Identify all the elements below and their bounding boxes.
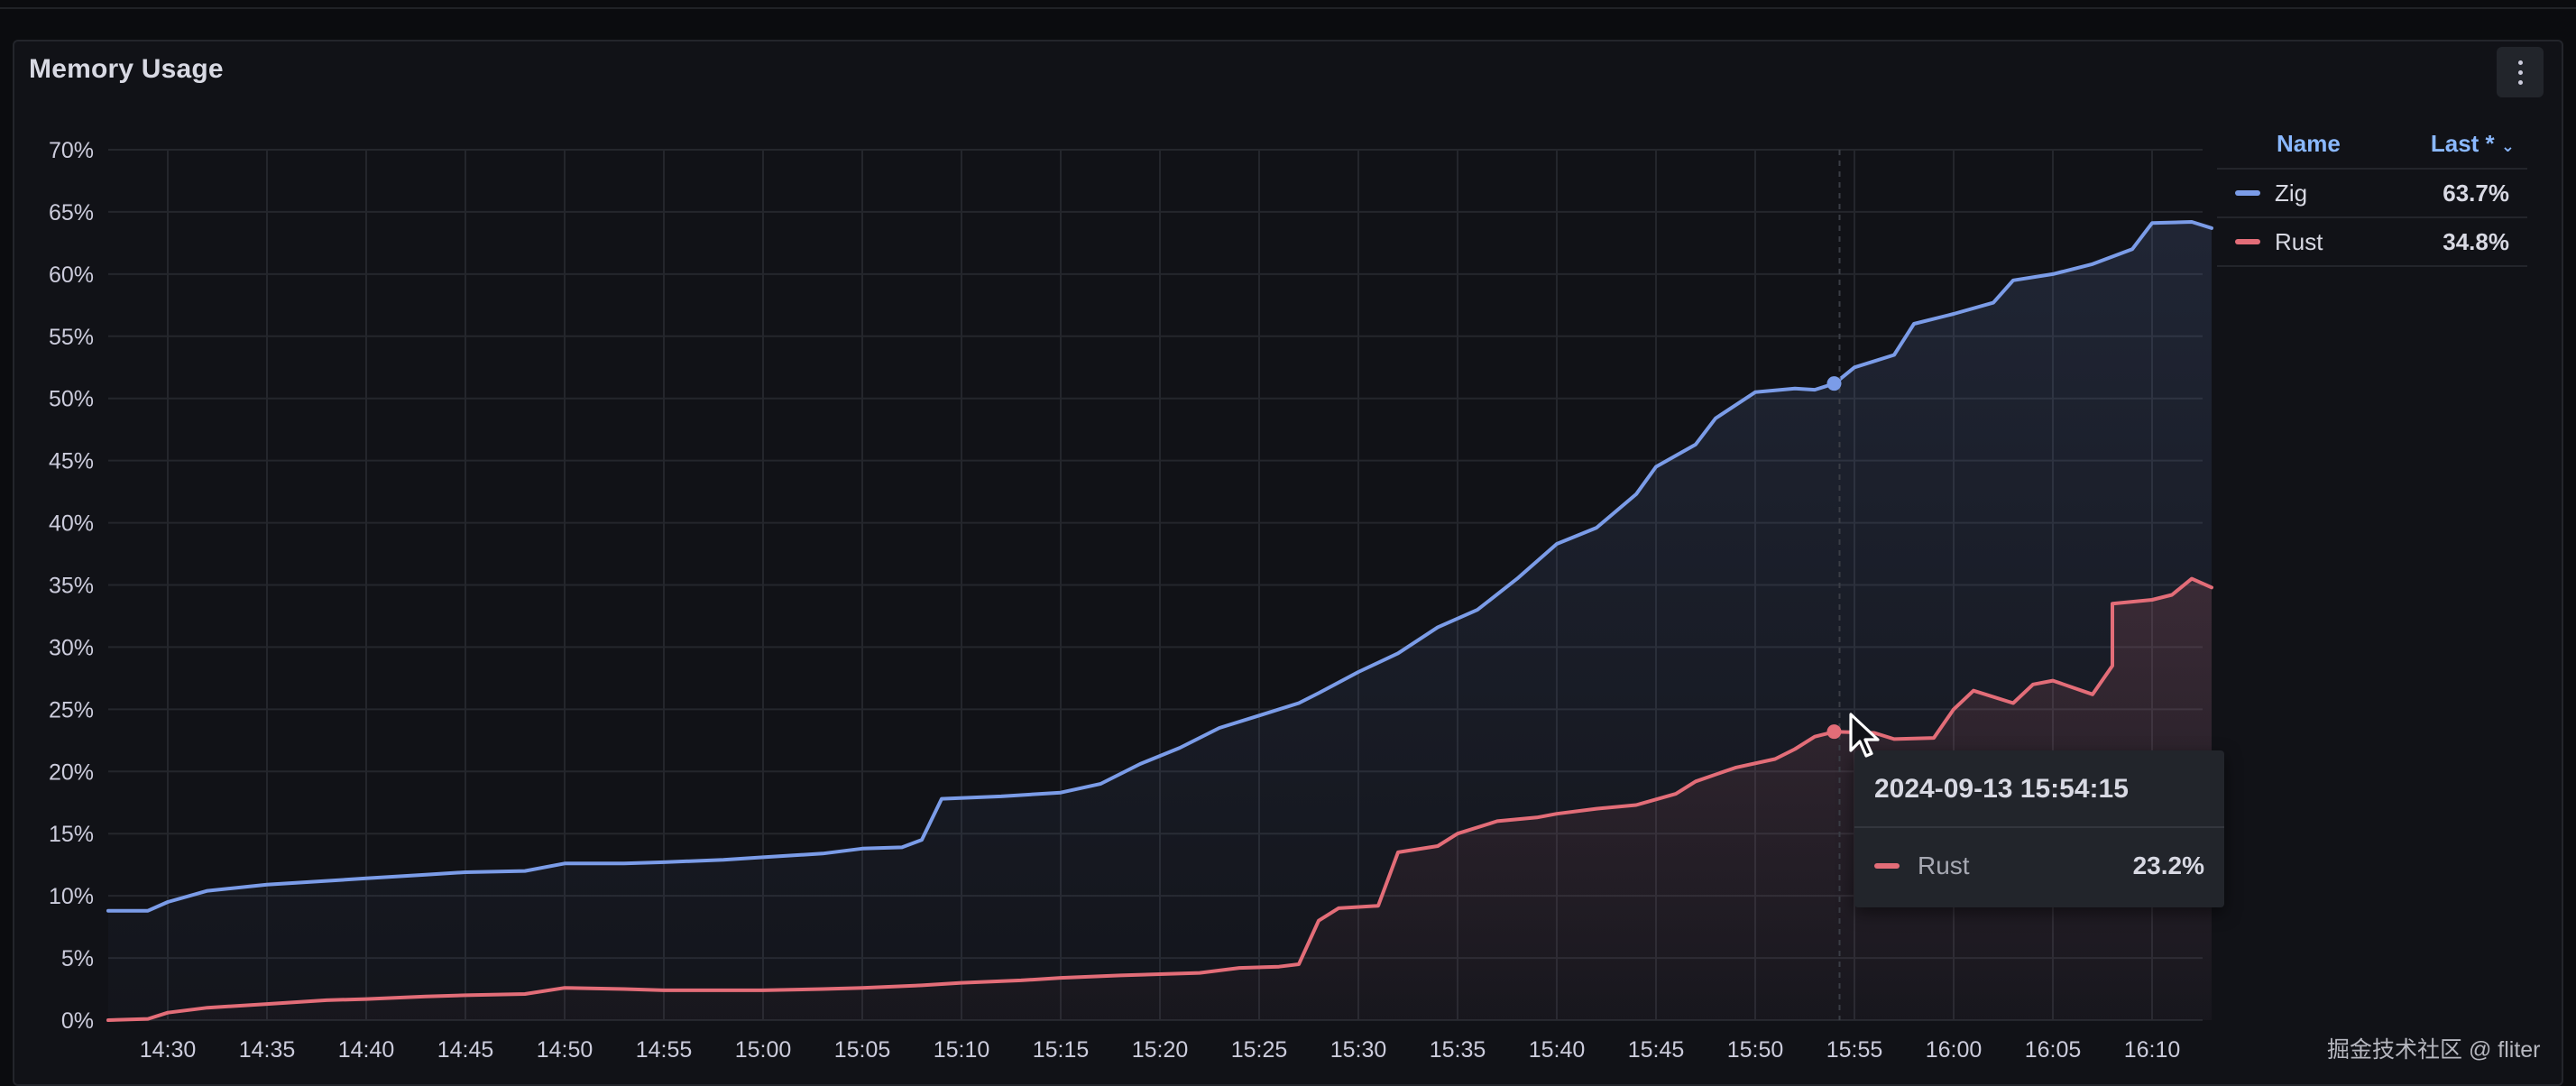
legend-item-name: Zig [2275, 179, 2308, 207]
zig-hover-point [1826, 376, 1842, 391]
y-tick-label: 30% [49, 635, 94, 660]
tooltip-series-name: Rust [1918, 851, 1970, 879]
legend-last-header-label: Last * [2430, 129, 2495, 157]
rust-series-line [106, 576, 2213, 1022]
x-tick-label: 14:30 [140, 1037, 197, 1063]
x-axis: 14:30 14:35 14:40 14:45 14:50 14:55 15:00 15:05… [140, 1037, 2181, 1063]
rust-hover-point [1826, 724, 1842, 740]
y-axis: 0% 5% 10% 15% 20% 25% 30% 35% 40% 45% 50% 55% 60% 65%… [49, 138, 94, 1034]
y-tick-label: 5% [61, 946, 94, 971]
panel-title: Memory Usage [29, 54, 224, 84]
more-vertical-icon [2517, 60, 2523, 85]
x-tick-label: 14:40 [338, 1037, 395, 1063]
zig-series-swatch [2235, 190, 2260, 196]
mouse-cursor-icon [1849, 713, 1880, 758]
x-tick-label: 15:35 [1430, 1037, 1486, 1063]
x-tick-label: 15:20 [1132, 1037, 1189, 1063]
y-tick-label: 25% [49, 697, 94, 722]
legend-item-rust[interactable]: Rust 34.8% [2217, 218, 2527, 267]
legend-name-header[interactable]: Name [2277, 129, 2341, 157]
x-tick-label: 14:55 [636, 1037, 693, 1063]
x-tick-label: 15:50 [1727, 1037, 1784, 1063]
y-tick-label: 65% [49, 200, 94, 225]
legend-item-last: 34.8% [2443, 227, 2509, 255]
x-tick-label: 14:50 [537, 1037, 593, 1063]
x-tick-label: 15:10 [934, 1037, 990, 1063]
x-tick-label: 15:25 [1231, 1037, 1288, 1063]
legend-last-header[interactable]: Last * ⌄ [2431, 130, 2515, 158]
x-tick-label: 16:00 [1926, 1037, 1983, 1063]
x-tick-label: 15:55 [1826, 1037, 1883, 1063]
chevron-down-icon: ⌄ [2500, 136, 2515, 155]
x-tick-label: 14:35 [239, 1037, 296, 1063]
top-bar [0, 0, 2576, 9]
tooltip-series-value: 23.2% [2132, 851, 2204, 879]
chart-series [106, 220, 2213, 1022]
watermark-text: 掘金技术社区 @ fliter [2327, 1037, 2541, 1063]
panel-menu-button[interactable] [2497, 47, 2544, 97]
y-tick-label: 0% [61, 1008, 94, 1034]
y-tick-label: 10% [49, 884, 94, 909]
tooltip-row: Rust 23.2% [1874, 851, 2204, 880]
x-tick-label: 15:30 [1330, 1037, 1387, 1063]
legend-item-zig[interactable]: Zig 63.7% [2217, 170, 2527, 218]
y-tick-label: 40% [49, 511, 94, 537]
legend-header: Name Last * ⌄ [2217, 119, 2527, 170]
x-tick-label: 15:45 [1628, 1037, 1685, 1063]
x-tick-label: 16:05 [2025, 1037, 2082, 1063]
hover-tooltip: 2024-09-13 15:54:15 Rust 23.2% [1854, 750, 2224, 907]
x-tick-label: 15:40 [1529, 1037, 1586, 1063]
y-tick-label: 55% [49, 325, 94, 350]
tooltip-time: 2024-09-13 15:54:15 [1874, 774, 2129, 804]
y-tick-label: 50% [49, 387, 94, 412]
y-tick-label: 20% [49, 759, 94, 785]
y-tick-label: 35% [49, 574, 94, 599]
legend-table: Name Last * ⌄ Zig 63.7% Rust 34.8% [2217, 119, 2527, 267]
tooltip-divider [1854, 826, 2224, 828]
x-tick-label: 15:05 [834, 1037, 891, 1063]
legend-item-name: Rust [2275, 227, 2323, 255]
legend-item-last: 63.7% [2443, 179, 2509, 207]
rust-area-fill [108, 578, 2212, 1020]
y-tick-label: 45% [49, 449, 94, 474]
x-tick-label: 14:45 [437, 1037, 494, 1063]
x-tick-label: 15:15 [1033, 1037, 1090, 1063]
y-tick-label: 60% [49, 262, 94, 288]
tooltip-series-swatch [1874, 863, 1900, 869]
y-tick-label: 70% [49, 138, 94, 163]
x-tick-label: 15:00 [735, 1037, 792, 1063]
zig-series-line [106, 220, 2213, 913]
rust-series-swatch [2235, 239, 2260, 244]
x-tick-label: 16:10 [2124, 1037, 2181, 1063]
y-tick-label: 15% [49, 822, 94, 847]
hover-markers [1826, 150, 1842, 1020]
